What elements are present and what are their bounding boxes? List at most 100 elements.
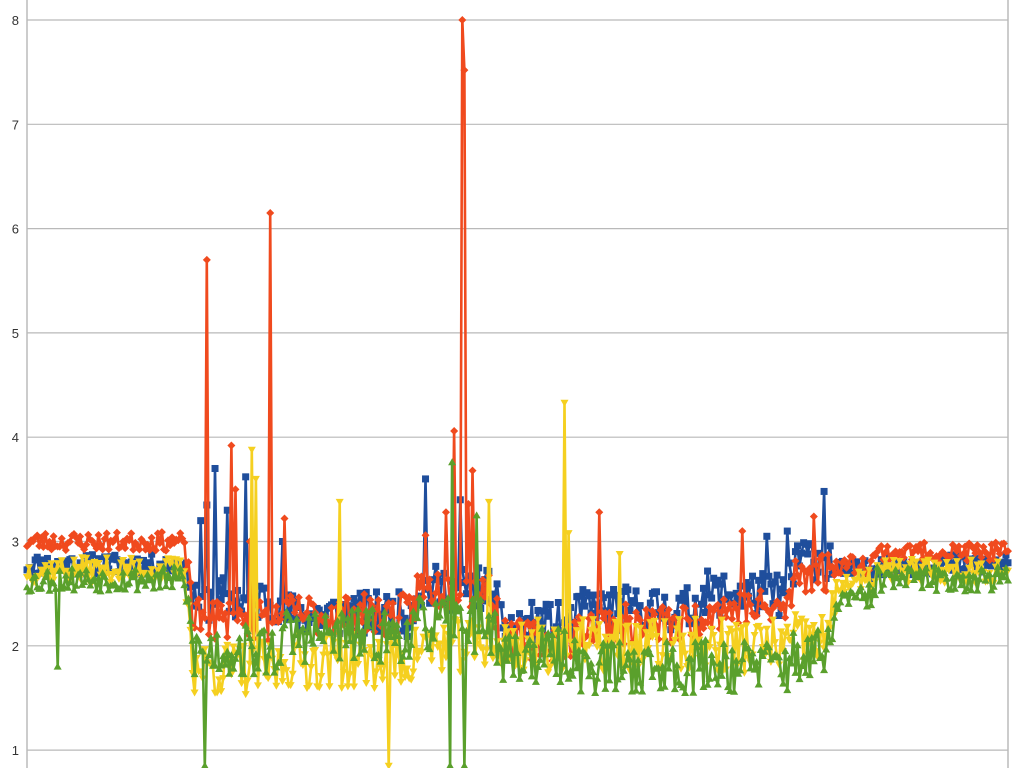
point-blue-362 [763,532,771,540]
point-green-373 [785,654,794,662]
point-green-283 [601,684,610,692]
point-red-372 [783,593,792,602]
point-green-427 [895,579,904,587]
point-green-226 [484,611,493,619]
point-green-418 [877,586,886,594]
point-blue-300 [636,602,644,610]
point-green-259 [552,670,561,678]
point-yellow-177 [384,762,393,768]
point-red-68 [161,546,170,555]
point-green-210 [452,600,461,608]
point-blue-106 [240,594,248,602]
point-green-454 [950,584,959,592]
point-green-97 [221,660,230,668]
point-red-130 [288,596,297,605]
point-green-291 [617,673,626,681]
point-blue-241 [516,610,524,618]
point-blue-427 [896,567,904,575]
point-green-267 [568,671,577,679]
point-green-119 [266,642,275,650]
point-green-251 [535,655,544,663]
point-yellow-198 [427,657,436,665]
point-green-387 [813,626,822,634]
point-yellow-189 [409,668,418,676]
point-green-65 [155,583,164,591]
point-green-363 [764,643,773,651]
point-green-212 [456,603,465,611]
point-yellow-294 [623,622,632,630]
point-yellow-144 [317,673,326,681]
point-red-421 [883,542,892,551]
point-green-216 [464,636,473,644]
point-green-323 [683,669,692,677]
point-blue-322 [681,598,689,606]
point-red-107 [241,611,250,620]
point-green-330 [697,638,706,646]
point-blue-361 [761,587,769,595]
point-green-40 [104,586,113,594]
point-blue-270 [575,592,583,600]
point-green-298 [632,686,641,694]
point-blue-82 [191,581,199,589]
point-green-392 [824,624,833,632]
point-green-425 [891,565,900,573]
point-green-465 [973,586,982,594]
point-green-423 [887,570,896,578]
point-green-290 [615,638,624,646]
point-green-269 [572,664,581,672]
point-red-61 [147,533,156,542]
point-blue-388 [816,549,824,557]
point-yellow-110 [247,446,256,454]
point-green-225 [482,627,491,635]
point-yellow-193 [417,648,426,656]
point-yellow-383 [805,624,814,632]
point-red-205 [441,508,450,517]
point-green-250 [533,662,542,670]
point-yellow-394 [828,590,837,598]
y-tick-label-5: 5 [12,326,19,341]
point-red-237 [507,619,516,628]
point-red-66 [157,528,166,537]
point-blue-428 [898,562,906,570]
point-blue-335 [708,594,716,602]
point-yellow-339 [715,641,724,649]
point-yellow-278 [591,628,600,636]
point-green-20 [63,583,72,591]
point-green-186 [403,618,412,626]
point-yellow-335 [707,625,716,633]
point-yellow-180 [390,672,399,680]
point-green-50 [125,579,134,587]
point-yellow-263 [560,399,569,407]
point-green-261 [556,677,565,685]
point-red-193 [417,572,426,581]
point-green-182 [394,632,403,640]
point-yellow-352 [742,622,751,630]
point-blue-185 [401,614,409,622]
point-green-195 [421,624,430,632]
point-yellow-224 [480,661,489,669]
point-yellow-272 [578,616,587,624]
point-green-220 [472,511,481,519]
point-red-215 [462,577,471,586]
point-green-66 [157,567,166,575]
point-yellow-17 [57,557,66,565]
point-blue-410 [861,557,869,565]
point-green-232 [497,644,506,652]
point-green-24 [72,581,81,589]
point-yellow-392 [824,619,833,627]
point-green-389 [818,651,827,659]
point-red-456 [954,542,963,551]
series-markers-green [23,458,1012,768]
point-green-64 [153,570,162,578]
point-green-88 [202,656,211,664]
point-green-280 [595,658,604,666]
point-red-50 [125,536,134,545]
point-green-410 [860,590,869,598]
y-tick-label-7: 7 [12,117,19,132]
point-red-85 [196,625,205,634]
point-green-98 [223,647,232,655]
point-green-101 [229,664,238,672]
point-yellow-162 [354,661,363,669]
point-green-450 [942,574,951,582]
point-blue-366 [771,578,779,586]
